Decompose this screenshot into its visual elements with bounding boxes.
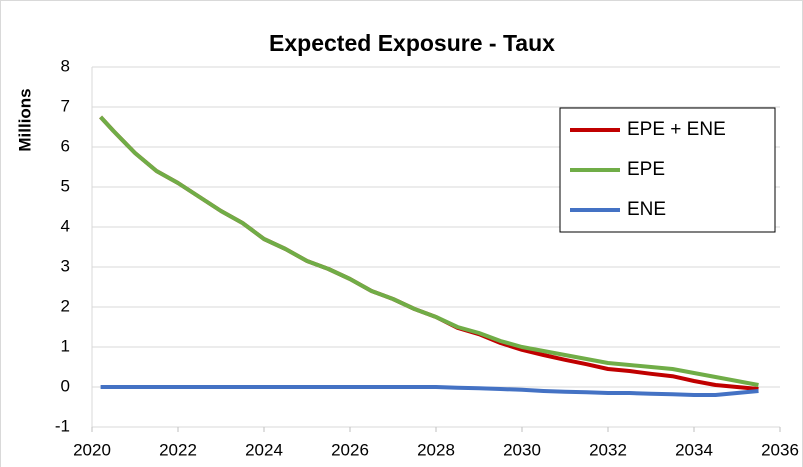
y-tick-label: 0	[61, 376, 70, 395]
series-line	[100, 385, 759, 397]
x-tick-label: 2034	[675, 440, 713, 459]
y-tick-label: 1	[61, 336, 70, 355]
y-tick-label: 7	[61, 96, 70, 115]
y-tick-label: 6	[61, 136, 70, 155]
y-tick-label: 8	[61, 56, 70, 75]
y-tick-label: -1	[55, 416, 70, 435]
x-tick-label: 2020	[73, 440, 111, 459]
y-tick-label: 4	[61, 216, 70, 235]
y-tick-label: 5	[61, 176, 70, 195]
x-tick-label: 2024	[245, 440, 283, 459]
x-tick-label: 2026	[331, 440, 369, 459]
x-tick-label: 2028	[417, 440, 455, 459]
x-tick-label: 2032	[589, 440, 627, 459]
y-axis-label: Millions	[15, 88, 34, 151]
y-tick-label: 2	[61, 296, 70, 315]
legend-label: ENE	[627, 199, 666, 220]
y-tick-label: 3	[61, 256, 70, 275]
series-line	[99, 115, 759, 387]
chart-title: Expected Exposure - Taux	[269, 30, 555, 56]
x-tick-label: 2036	[761, 440, 799, 459]
x-tick-label: 2022	[159, 440, 197, 459]
legend-label: EPE + ENE	[627, 119, 726, 140]
legend-label: EPE	[627, 159, 665, 180]
x-tick-label: 2030	[503, 440, 541, 459]
